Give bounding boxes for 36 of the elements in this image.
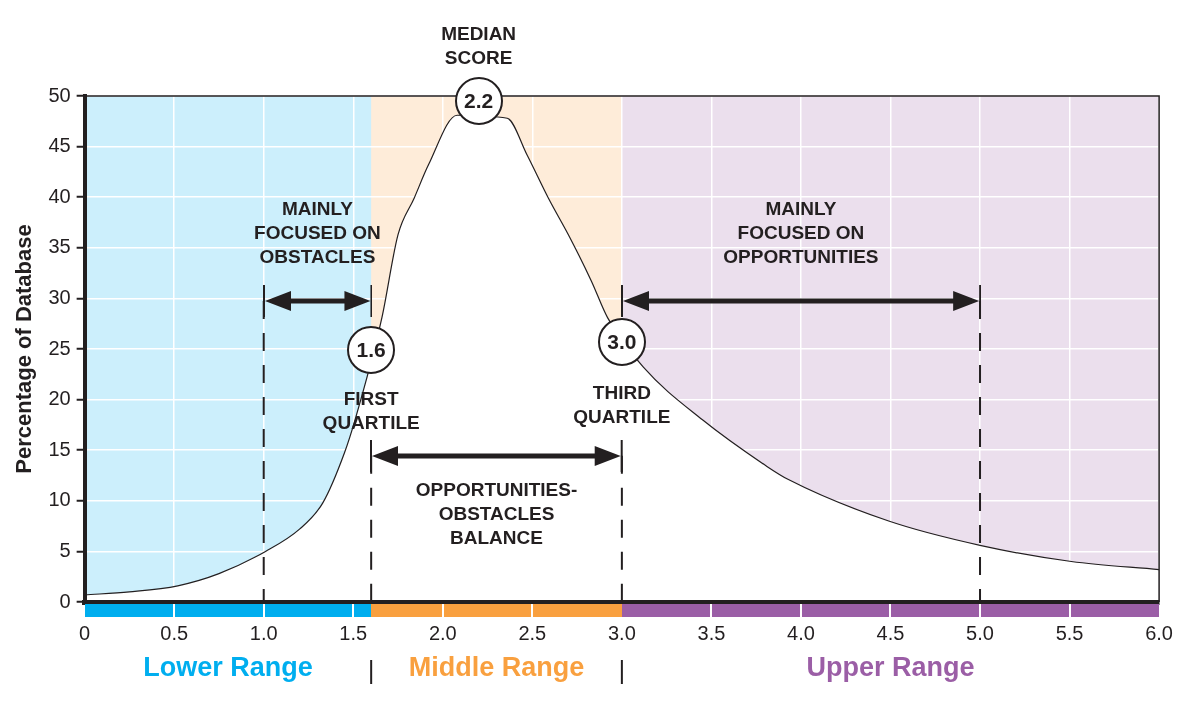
y-tick-label: 20 [48,387,71,410]
y-tick-label: 35 [48,235,71,258]
y-tick-label: 15 [48,437,71,460]
y-tick-label: 25 [48,336,71,359]
x-tick-label: 5.0 [966,621,994,644]
y-tick-label: 40 [48,184,71,207]
annotation: 3.0 [597,317,646,366]
x-tick-label: 6.0 [1145,621,1173,644]
y-tick-label: 45 [48,134,71,157]
x-tick-label: 3.5 [697,621,726,644]
y-tick-label: 30 [48,285,71,308]
x-tick-label: 0 [79,621,91,644]
band-label: Lower Range [143,652,313,683]
x-tick-label: 4.5 [876,621,905,644]
y-tick-label: 0 [59,589,71,612]
y-tick-label: 5 [59,538,71,561]
x-tick-label: 3.0 [607,621,636,644]
annotation: MAINLY FOCUSED ON OBSTACLES [254,196,381,269]
band-label: Upper Range [806,652,975,683]
x-tick-label: 4.0 [787,621,815,644]
band-label: Middle Range [408,652,585,683]
text: MEDIAN SCORE [441,22,517,70]
annotation: OPPORTUNITIES- OBSTACLES BALANCE [415,477,578,550]
x-tick-label: 0.5 [160,621,189,644]
x-tick-label: 2.5 [518,621,547,644]
y-tick-label: 10 [48,488,71,511]
x-tick-label: 5.5 [1055,621,1084,644]
x-tick-label: 1.5 [339,621,368,644]
annotation: THIRD QUARTILE [573,380,671,429]
annotation: 1.6 [347,326,396,374]
y-tick-label: 50 [48,83,71,106]
x-tick-label: 2.0 [428,621,457,644]
y-axis-title: Percentage of Database [11,224,37,474]
annotation: 2.2 [454,77,503,126]
x-tick-label: 1.0 [249,621,278,644]
annotation: MAINLY FOCUSED ON OPPORTUNITIES [723,196,879,269]
